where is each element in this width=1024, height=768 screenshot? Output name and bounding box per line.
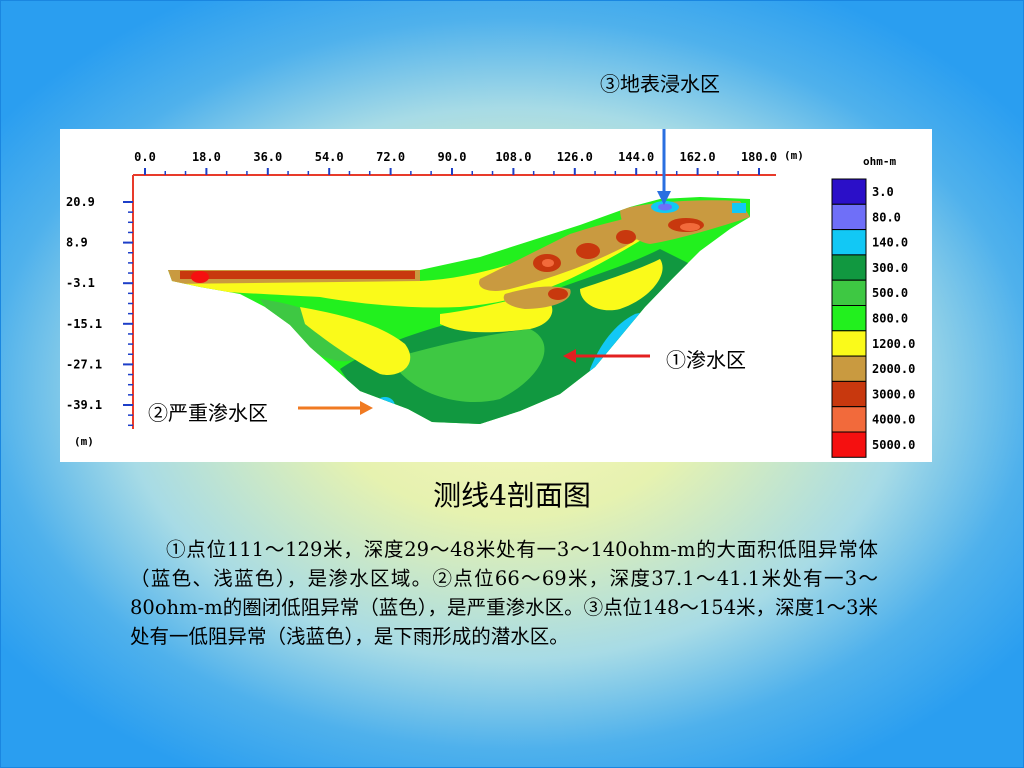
severe-seepage-callout: ②严重渗水区 xyxy=(148,401,268,425)
x-tick-label: 0.0 xyxy=(134,150,156,164)
y-tick-label: -27.1 xyxy=(66,357,102,371)
legend-label: 80.0 xyxy=(872,210,901,224)
x-tick-label: 90.0 xyxy=(438,150,467,164)
figure-title: 测线4剖面图 xyxy=(433,479,591,512)
legend-swatch xyxy=(831,229,867,256)
zone-80-surface xyxy=(658,203,672,211)
x-tick-label: 54.0 xyxy=(315,150,344,164)
resistivity-profile-figure: 0.0 18.0 36.0 54.0 72.0 90.0 108.0 126.0 144.0 16… xyxy=(60,69,932,462)
legend-label: 500.0 xyxy=(872,286,908,300)
zone-5000-left xyxy=(191,271,209,283)
x-tick-label: 18.0 xyxy=(192,150,221,164)
zone-3000-blob-3 xyxy=(616,230,636,244)
legend-swatch xyxy=(831,305,867,332)
legend-label: 4000.0 xyxy=(872,413,915,427)
legend-label: 3.0 xyxy=(872,185,894,199)
surface-water-callout: ③地表浸水区 xyxy=(600,72,720,96)
zone-140-severe xyxy=(375,397,395,415)
y-axis-unit: (m) xyxy=(74,435,94,448)
legend-swatch xyxy=(831,406,867,433)
zone-80-severe xyxy=(379,401,391,411)
legend-label: 1200.0 xyxy=(872,337,915,351)
zone-4000-right xyxy=(680,223,700,231)
seepage-callout: ①渗水区 xyxy=(666,348,746,372)
y-tick-label: 20.9 xyxy=(66,195,95,209)
legend-label: 140.0 xyxy=(872,236,908,250)
zone-3-severe xyxy=(382,403,388,409)
legend-swatch xyxy=(831,355,867,382)
zone-3000-blob-4 xyxy=(548,288,568,300)
zone-4000-blob-1 xyxy=(542,259,554,267)
description-paragraph: ①点位111～129米，深度29～48米处有一3～140ohm-m的大面积低阻异… xyxy=(130,538,878,648)
legend-swatch xyxy=(831,380,867,408)
legend-label: 5000.0 xyxy=(872,438,915,452)
zone-1200-left-lobe xyxy=(300,307,411,375)
legend-swatch xyxy=(831,330,867,357)
x-tick-label: 72.0 xyxy=(376,150,405,164)
y-tick-label: -39.1 xyxy=(66,398,102,412)
legend-swatch xyxy=(831,254,867,281)
legend-label: 2000.0 xyxy=(872,362,915,376)
x-tick-label: 108.0 xyxy=(495,150,531,164)
zone-3000-top-band xyxy=(180,271,415,279)
x-tick-label: 180.0 xyxy=(741,150,777,164)
legend-title: ohm-m xyxy=(863,155,896,168)
x-tick-label: 36.0 xyxy=(253,150,282,164)
legend: 3.0 80.0 140.0 300.0 500.0 800.0 1200.0 2000.0 3… xyxy=(831,178,915,458)
x-tick-label: 126.0 xyxy=(557,150,593,164)
zone-1200-right xyxy=(580,259,663,311)
legend-label: 800.0 xyxy=(872,312,908,326)
zone-140-edge xyxy=(732,203,746,213)
x-tick-label: 144.0 xyxy=(618,150,654,164)
legend-swatch xyxy=(831,431,867,458)
y-axis-labels: 20.9 8.9 -3.1 -15.1 -27.1 -39.1 xyxy=(66,195,102,412)
legend-label: 300.0 xyxy=(872,261,908,275)
zone-3000-blob-2 xyxy=(576,243,600,259)
x-axis-labels: 0.0 18.0 36.0 54.0 72.0 90.0 108.0 126.0 144.0 16… xyxy=(134,150,777,164)
y-tick-label: -15.1 xyxy=(66,317,102,331)
y-axis-ticks xyxy=(123,201,133,427)
legend-swatch xyxy=(831,178,867,205)
y-tick-label: 8.9 xyxy=(66,236,88,250)
x-tick-label: 162.0 xyxy=(680,150,716,164)
surface-water-arrow-head xyxy=(657,191,671,205)
y-tick-label: -3.1 xyxy=(66,276,95,290)
legend-swatch xyxy=(831,203,867,231)
seepage-arrow-head xyxy=(563,349,576,363)
severe-seepage-arrow-head xyxy=(360,401,373,415)
x-axis-ticks xyxy=(144,168,760,175)
legend-swatch xyxy=(831,279,867,306)
zone-2000-upper-right xyxy=(479,214,653,291)
x-axis-unit: (m) xyxy=(784,149,804,162)
zone-500-center xyxy=(390,329,545,403)
legend-label: 3000.0 xyxy=(872,387,915,401)
resistivity-profile-svg: 0.0 18.0 36.0 54.0 72.0 90.0 108.0 126.0 144.0 16… xyxy=(66,69,915,458)
